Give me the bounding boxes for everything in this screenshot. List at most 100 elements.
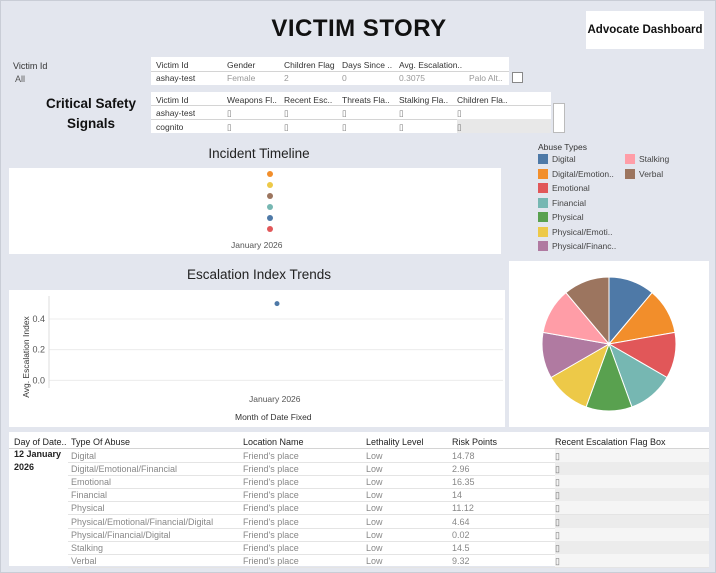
page-title: VICTIM STORY	[271, 15, 447, 42]
legend-item[interactable]: Digital/Emotion..	[538, 168, 614, 179]
legend-label: Digital/Emotion..	[552, 168, 614, 179]
legend-item[interactable]: Stalking	[625, 154, 669, 164]
escalation-trends-svg: 0.0 0.2 0.4	[32, 296, 503, 388]
incident-cell-location: Friend's place	[243, 451, 299, 461]
incident-row-divider	[68, 553, 709, 555]
victim-table-cell: ashay-test	[156, 73, 196, 83]
incident-cell-location: Friend's place	[243, 516, 299, 527]
pie-slice[interactable]	[565, 276, 610, 346]
incident-row-divider	[68, 501, 709, 503]
timeline-dot[interactable]	[267, 182, 273, 188]
legend-swatch	[538, 183, 548, 193]
incident-flag-cell-bg	[555, 449, 709, 462]
incident-header-cell: Lethality Level	[366, 437, 424, 447]
incident-cell-level: Low	[366, 529, 383, 540]
legend-swatch	[538, 197, 548, 208]
incident-cell-location: Friend's place	[243, 477, 299, 488]
legend-swatch	[538, 212, 548, 222]
legend-item[interactable]: Digital	[538, 154, 576, 164]
timeline-dot[interactable]	[267, 226, 273, 232]
incident-flag-cell-bg	[555, 527, 709, 541]
incident-cell-location: Friend's place	[243, 529, 299, 540]
signals-flag-mark: ▯	[457, 108, 462, 118]
advocate-dashboard-button[interactable]: Advocate Dashboard	[586, 11, 704, 49]
escalation-trends-chart: 0.0 0.2 0.4 Avg. Escalation Index January …	[9, 290, 505, 427]
incident-header-cell: Location Name	[243, 437, 304, 447]
incident-timeline-chart: January 2026	[9, 168, 501, 254]
signals-flag-mark: ▯	[342, 122, 347, 132]
signals-flag-mark: ▯	[457, 122, 462, 132]
incident-header-cell: Type Of Abuse	[71, 437, 131, 447]
incident-cell-type: Stalking	[71, 542, 104, 553]
signals-flag-mark: ▯	[342, 108, 347, 118]
legend-item[interactable]: Physical	[538, 212, 584, 222]
victim-table-cell: Female	[227, 73, 256, 83]
incident-cell-flag: ▯	[555, 451, 560, 461]
incident-header-cell: Risk Points	[452, 437, 498, 447]
abuse-type-pie-chart	[541, 276, 677, 412]
legend-swatch	[538, 226, 548, 237]
y-tick-label: 0.4	[32, 314, 45, 324]
incident-cell-points: 14.78	[452, 451, 475, 461]
legend-label: Financial	[552, 197, 587, 208]
victim-table-cell: Palo Alt..	[469, 73, 503, 83]
incident-cell-points: 0.02	[452, 529, 470, 540]
incident-cell-type: Digital/Emotional/Financial	[71, 464, 178, 475]
legend-label: Emotional	[552, 183, 590, 193]
legend-item[interactable]: Financial	[538, 197, 587, 208]
signals-flag-mark: ▯	[227, 122, 232, 132]
victim-id-filter-value[interactable]: All	[15, 74, 26, 84]
signals-header: Weapons Fl..	[227, 95, 277, 105]
incident-flag-cell-bg	[555, 475, 709, 489]
incident-cell-type: Digital	[71, 451, 97, 461]
legend-item[interactable]: Physical/Emoti..	[538, 226, 613, 237]
incident-timeline-title: Incident Timeline	[208, 146, 310, 161]
legend-swatch	[625, 168, 635, 179]
incident-cell-location: Friend's place	[243, 503, 299, 514]
signals-flag-mark: ▯	[399, 122, 404, 132]
victim-table-header: Days Since ..	[342, 60, 393, 70]
signals-header: Stalking Fla..	[399, 95, 449, 105]
incident-cell-points: 11.12	[452, 503, 474, 514]
incident-cell-points: 14	[452, 490, 463, 501]
incident-cell-location: Friend's place	[243, 542, 299, 553]
incident-row-divider	[68, 475, 709, 477]
incident-row-divider	[68, 540, 709, 542]
incident-cell-flag: ▯	[555, 529, 560, 540]
legend-label: Physical/Emoti..	[552, 226, 613, 237]
incident-cell-type: Verbal	[71, 555, 97, 566]
legend-swatch	[538, 241, 548, 251]
victim-table-cell: 0.3075	[399, 73, 425, 83]
incident-cell-flag: ▯	[555, 516, 560, 527]
incident-cell-location: Friend's place	[243, 555, 299, 566]
incident-cell-type: Physical/Financial/Digital	[71, 529, 171, 540]
timeline-dot[interactable]	[267, 193, 273, 199]
legend-item[interactable]: Physical/Financ..	[538, 241, 616, 251]
incident-cell-type: Physical/Emotional/Financial/Digital	[71, 516, 214, 527]
critical-safety-signals-title: Critical Safety Signals	[45, 96, 137, 131]
legend-label: Physical	[552, 212, 584, 222]
legend-swatch	[538, 168, 548, 179]
signals-header: Victim Id	[156, 95, 189, 105]
signals-victim-id: cognito	[156, 122, 184, 132]
signals-header: Recent Esc..	[284, 95, 333, 105]
incident-cell-type: Physical	[71, 503, 105, 514]
timeline-dot[interactable]	[267, 204, 273, 210]
incident-cell-points: 14.5	[452, 542, 470, 553]
legend-swatch	[625, 154, 635, 164]
victim-table-checkbox[interactable]	[512, 72, 523, 83]
legend-title: Abuse Types	[538, 142, 587, 152]
timeline-dot[interactable]	[267, 171, 273, 177]
incident-row-divider	[68, 488, 709, 490]
escalation-point[interactable]	[274, 301, 280, 307]
incident-cell-flag: ▯	[555, 490, 560, 501]
escalation-x-label: Month of Date Fixed	[235, 412, 312, 422]
legend-item[interactable]: Emotional	[538, 183, 590, 193]
signals-header: Children Fla..	[457, 95, 508, 105]
legend-item[interactable]: Verbal	[625, 168, 663, 179]
incident-cell-location: Friend's place	[243, 490, 299, 501]
timeline-dot[interactable]	[267, 215, 273, 221]
signals-scrollbar[interactable]	[553, 103, 565, 133]
y-tick-label: 0.2	[32, 345, 45, 355]
incident-cell-flag: ▯	[555, 542, 560, 553]
